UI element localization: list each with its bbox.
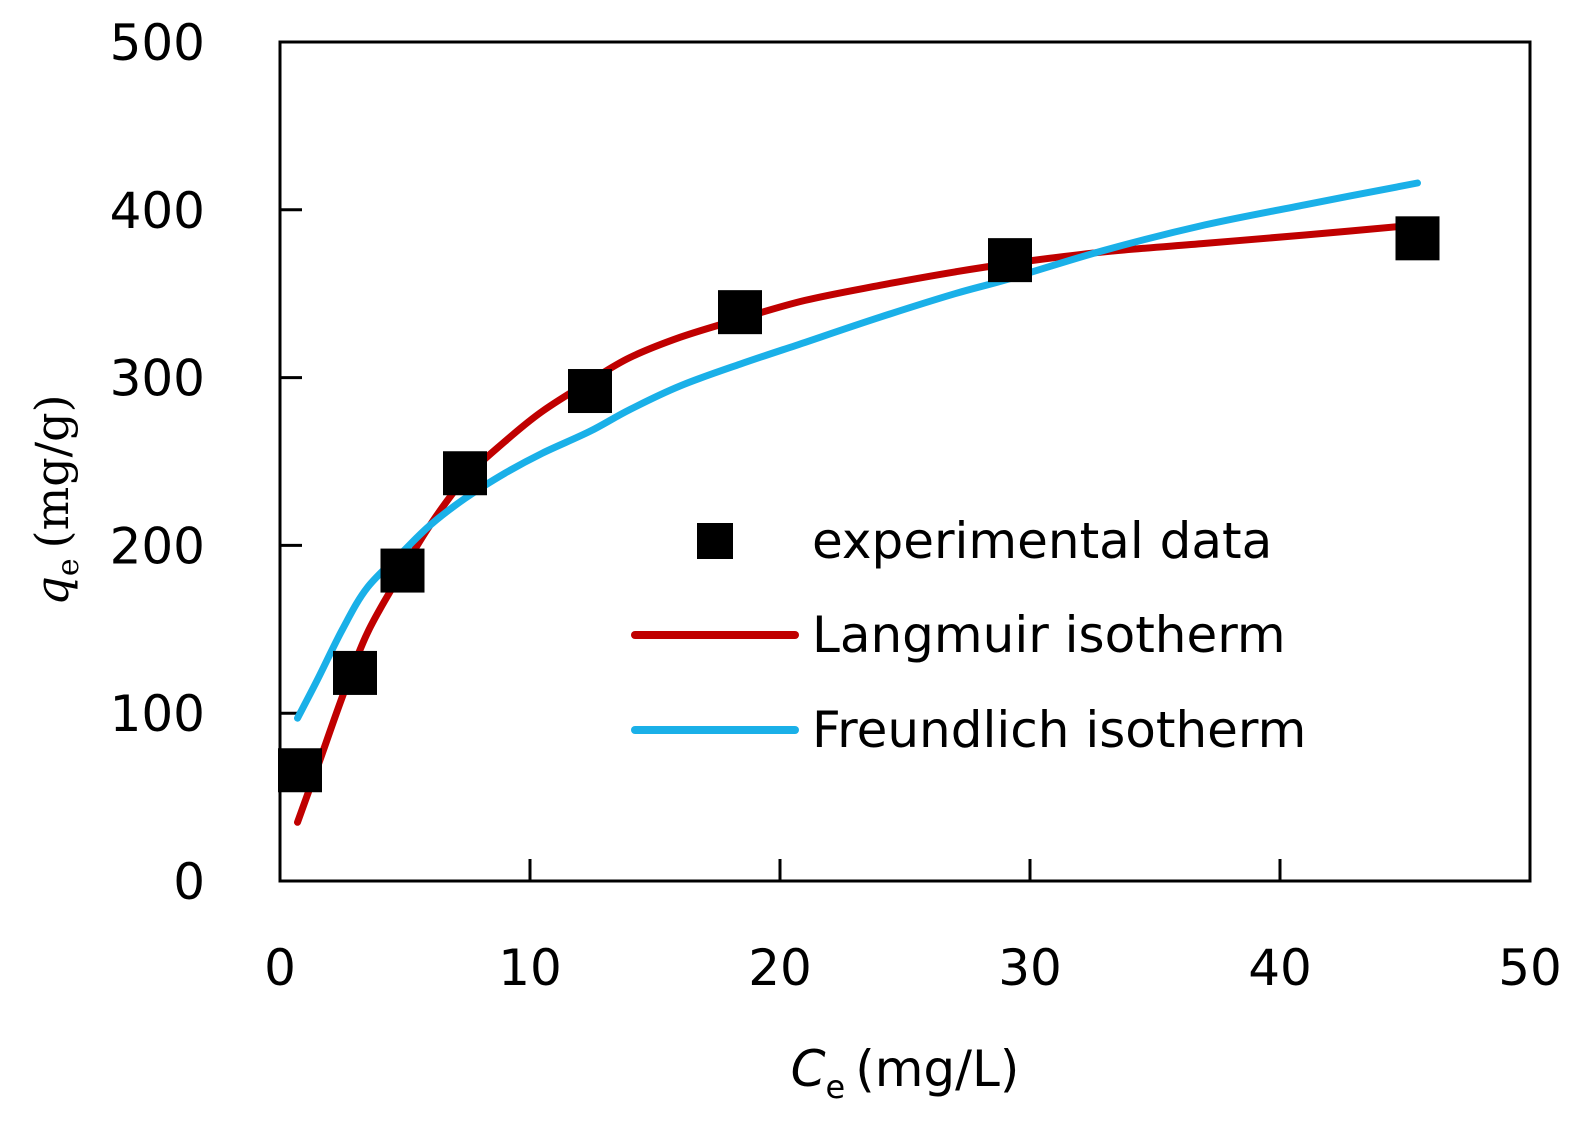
- y-axis-title: qe (mg/g): [25, 394, 86, 605]
- data-point: [1395, 216, 1440, 261]
- data-point: [718, 290, 762, 335]
- y-axis-symbol: q: [25, 576, 79, 605]
- y-tick-label: 300: [110, 350, 205, 408]
- x-axis-symbol: C: [791, 1040, 826, 1098]
- x-axis-ticks: 0 10 20 30 40 50: [264, 859, 1562, 997]
- x-tick-label: 20: [748, 939, 812, 997]
- legend-marker-experimental: [697, 523, 733, 559]
- x-tick-label: 30: [998, 939, 1062, 997]
- legend: experimental data Langmuir isotherm Freu…: [631, 512, 1306, 759]
- plot-area-frame: [278, 40, 1532, 883]
- langmuir-curve: [294, 221, 1421, 826]
- x-axis-title: Ce (mg/L): [791, 1040, 1020, 1106]
- data-point: [380, 548, 425, 593]
- x-tick-label: 40: [1248, 939, 1312, 997]
- y-tick-label: 100: [110, 685, 205, 743]
- legend-label-experimental: experimental data: [812, 512, 1272, 570]
- y-tick-label: 500: [110, 14, 205, 72]
- y-tick-label: 400: [110, 182, 205, 240]
- data-markers: [278, 216, 1440, 793]
- y-tick-label: 200: [110, 517, 205, 575]
- data-point: [568, 369, 612, 414]
- x-axis-subscript: e: [826, 1068, 846, 1106]
- data-point: [278, 748, 322, 793]
- y-axis-subscript: e: [51, 558, 86, 576]
- data-point: [333, 650, 377, 695]
- x-axis-unit: (mg/L): [855, 1040, 1019, 1098]
- y-axis-ticks: 0 100 200 300 400 500: [110, 14, 302, 911]
- y-tick-label: 0: [173, 853, 205, 911]
- x-tick-label: 0: [264, 939, 296, 997]
- y-axis-unit: (mg/g): [25, 394, 79, 548]
- data-point: [988, 238, 1032, 283]
- x-tick-label: 10: [498, 939, 562, 997]
- x-tick-label: 50: [1498, 939, 1562, 997]
- data-point: [443, 451, 487, 496]
- legend-label-freundlich: Freundlich isotherm: [812, 701, 1306, 759]
- legend-label-langmuir: Langmuir isotherm: [812, 606, 1286, 664]
